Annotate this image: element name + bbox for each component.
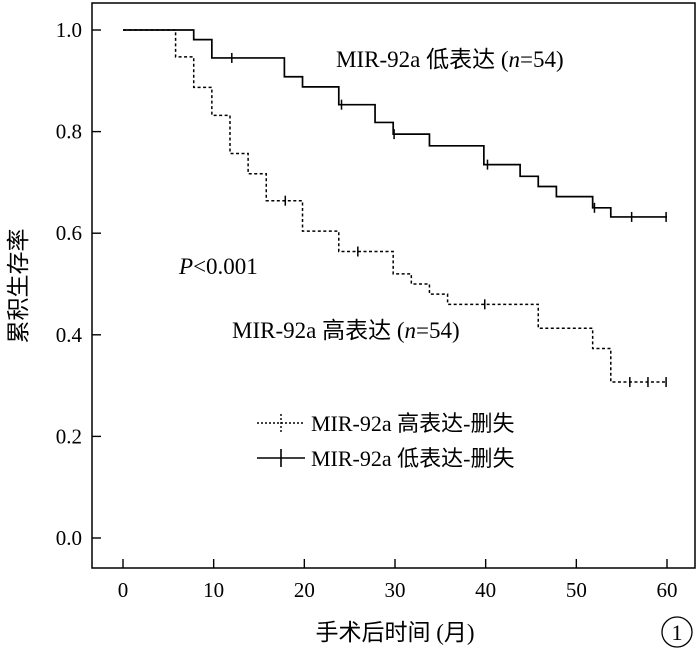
high-group-n-italic: n — [404, 318, 416, 343]
legend-label-low: MIR-92a 低表达-删失 — [311, 446, 514, 471]
x-axis-title: 手术后时间 (月) — [315, 620, 474, 645]
legend-item-high: MIR-92a 高表达-删失 — [257, 411, 514, 436]
p-value-rest: <0.001 — [193, 254, 258, 279]
low-group-prefix: MIR-92a 低表达 ( — [336, 47, 508, 72]
y-tick-label: 0.2 — [56, 424, 82, 448]
x-tick-label: 30 — [385, 578, 406, 602]
legend-label-high: MIR-92a 高表达-删失 — [311, 411, 514, 436]
panel-marker: 1 — [661, 616, 693, 648]
low-expression-curve — [123, 29, 667, 218]
y-tick-label: 1.0 — [56, 18, 82, 42]
panel-marker-label: 1 — [672, 620, 683, 645]
y-tick-label: 0.0 — [56, 526, 82, 550]
series-layer — [123, 29, 667, 388]
panel-marker-circle — [661, 616, 693, 648]
p-value-italic: P — [178, 254, 193, 279]
x-tick-label: 10 — [203, 578, 224, 602]
high-group-annotation: MIR-92a 高表达 (n=54) — [232, 318, 460, 343]
low-group-n-value: =54) — [520, 47, 564, 72]
legend-item-low: MIR-92a 低表达-删失 — [257, 446, 514, 471]
y-tick-label: 0.6 — [56, 221, 82, 245]
high-expression-curve — [123, 29, 667, 383]
legend: MIR-92a 高表达-删失 MIR-92a 低表达-删失 — [257, 411, 514, 471]
p-value-annotation: P<0.001 — [178, 254, 258, 279]
x-tick-label: 0 — [118, 578, 129, 602]
y-axis-ticks: 0.0 0.2 0.4 0.6 0.8 1.0 — [56, 18, 101, 550]
high-group-prefix: MIR-92a 高表达 ( — [232, 318, 404, 343]
low-group-annotation: MIR-92a 低表达 (n=54) — [336, 47, 564, 72]
high-group-n-value: =54) — [416, 318, 460, 343]
y-tick-label: 0.4 — [56, 323, 83, 347]
y-tick-label: 0.8 — [56, 120, 82, 144]
x-tick-label: 60 — [657, 578, 678, 602]
x-tick-label: 20 — [294, 578, 315, 602]
low-group-n-italic: n — [508, 47, 520, 72]
x-tick-label: 50 — [566, 578, 587, 602]
x-tick-label: 40 — [475, 578, 496, 602]
plot-frame — [91, 2, 696, 569]
y-axis-title: 累积生存率 — [6, 229, 31, 344]
x-axis-ticks: 0 10 20 30 40 50 60 — [118, 559, 678, 602]
